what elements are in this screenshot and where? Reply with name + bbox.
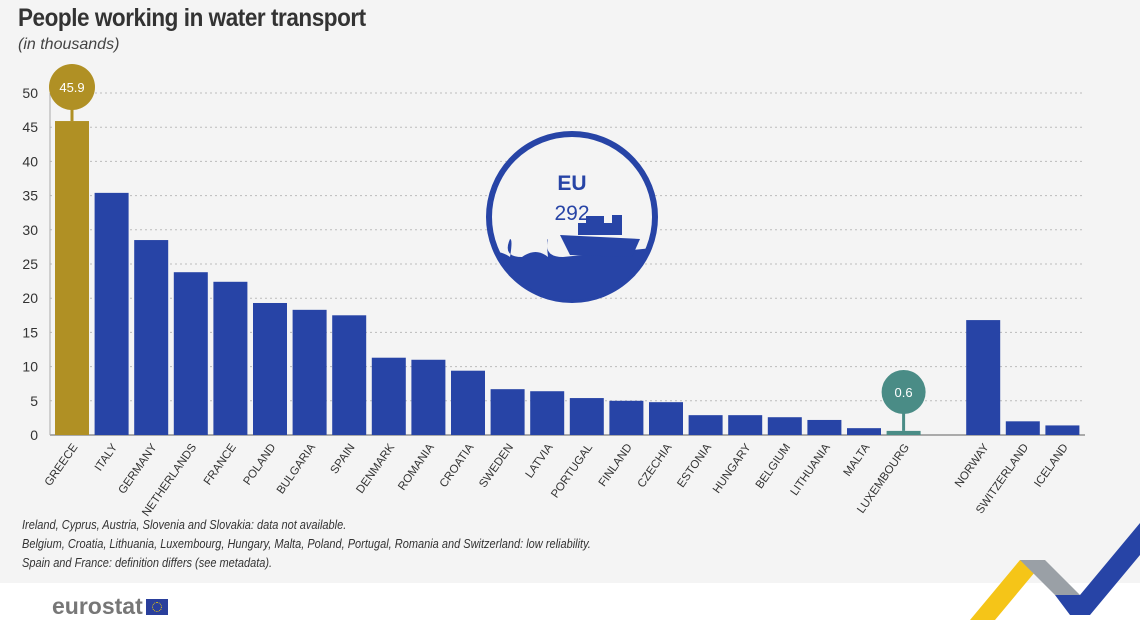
cruise-ship-icon: [560, 215, 640, 257]
value-marker: [881, 370, 926, 414]
x-tick-label: BELGIUM: [754, 442, 794, 491]
data-label: 45.9: [59, 80, 84, 95]
x-tick-label: SWEDEN: [477, 442, 516, 490]
bar-latvia: [530, 391, 565, 435]
footnote: Belgium, Croatia, Lithuania, Luxembourg,…: [22, 537, 591, 551]
x-tick-label: CZECHIA: [636, 442, 675, 490]
decorative-arrow-icon: [970, 523, 1140, 620]
x-tick-label: POLAND: [241, 442, 278, 488]
y-tick-label: 20: [22, 290, 38, 306]
eu-total: 292: [554, 202, 589, 225]
footnotes: Ireland, Cyprus, Austria, Slovenia and S…: [22, 516, 591, 573]
eu-label: EU: [557, 172, 586, 195]
y-tick-label: 30: [22, 222, 38, 238]
y-tick-label: 15: [22, 324, 38, 340]
x-tick-label: GERMANY: [116, 442, 159, 497]
bar-czechia: [649, 402, 683, 435]
x-tick-label: NORWAY: [953, 442, 992, 490]
y-tick-label: 50: [22, 85, 38, 101]
y-tick-label: 0: [30, 427, 38, 443]
bar-denmark: [371, 357, 406, 435]
bar-netherlands: [173, 272, 208, 435]
marker-base: [888, 431, 919, 435]
bar-romania: [411, 359, 446, 435]
x-tick-label: ICELAND: [1032, 442, 1070, 490]
eu-flag-icon: [145, 598, 168, 615]
bar-lithuania: [807, 419, 842, 435]
x-tick-label: LITHUANIA: [789, 442, 833, 498]
bar-sweden: [490, 389, 525, 435]
eurostat-logo: eurostat: [52, 593, 168, 620]
y-tick-label: 25: [22, 256, 38, 272]
bar-poland: [253, 302, 287, 435]
y-tick-label: 10: [22, 359, 38, 375]
bar-norway: [966, 320, 1001, 435]
bar-chart: 0 5 10 15 20 25 30 35 40 45 50 45.9 GREECE ITALYGERMA…: [22, 64, 1085, 519]
bar-greece: [55, 121, 89, 435]
value-marker: [49, 64, 95, 110]
bar-belgium: [767, 417, 802, 435]
x-tick-label: LATVIA: [524, 442, 556, 481]
x-tick-label: BULGARIA: [275, 442, 318, 497]
y-tick-label: 5: [30, 393, 38, 409]
bar-france: [213, 281, 248, 435]
bar-iceland: [1045, 425, 1080, 435]
bar-hungary: [728, 415, 763, 435]
bar-malta: [847, 428, 881, 435]
x-tick-label: FINLAND: [597, 442, 635, 489]
x-tick-label: FRANCE: [202, 442, 239, 488]
x-tick-label: ESTONIA: [675, 442, 714, 490]
x-tick-label: PORTUGAL: [549, 441, 595, 500]
x-tick-label: MALTA: [842, 442, 873, 479]
chart-title: People working in water transport: [18, 4, 366, 32]
bar-bulgaria: [292, 309, 327, 435]
eu-badge: EU 292: [486, 131, 658, 303]
bar-spain: [332, 315, 367, 435]
x-tick-label: CROATIA: [438, 442, 477, 490]
bar-portugal: [569, 398, 604, 435]
footnote: Ireland, Cyprus, Austria, Slovenia and S…: [22, 518, 347, 532]
bar-switzerland: [1005, 421, 1040, 435]
x-tick-label: ITALY: [93, 442, 120, 474]
x-tick-label: SPAIN: [329, 442, 358, 476]
x-tick-label: DENMARK: [354, 442, 397, 496]
x-tick-label: ROMANIA: [396, 442, 437, 493]
footnote: Spain and France: definition differs (se…: [22, 556, 273, 570]
data-label: 0.6: [895, 385, 913, 400]
y-tick-label: 40: [22, 153, 38, 169]
bar-croatia: [451, 370, 485, 435]
y-tick-label: 45: [22, 119, 38, 135]
chart-subtitle: (in thousands): [18, 36, 120, 53]
x-tick-label: HUNGARY: [711, 442, 754, 496]
bar-finland: [609, 400, 644, 435]
y-tick-label: 35: [22, 188, 38, 204]
bar-estonia: [688, 415, 723, 435]
bar-germany: [134, 240, 169, 435]
x-tick-label: GREECE: [43, 442, 81, 489]
bar-italy: [94, 192, 129, 435]
